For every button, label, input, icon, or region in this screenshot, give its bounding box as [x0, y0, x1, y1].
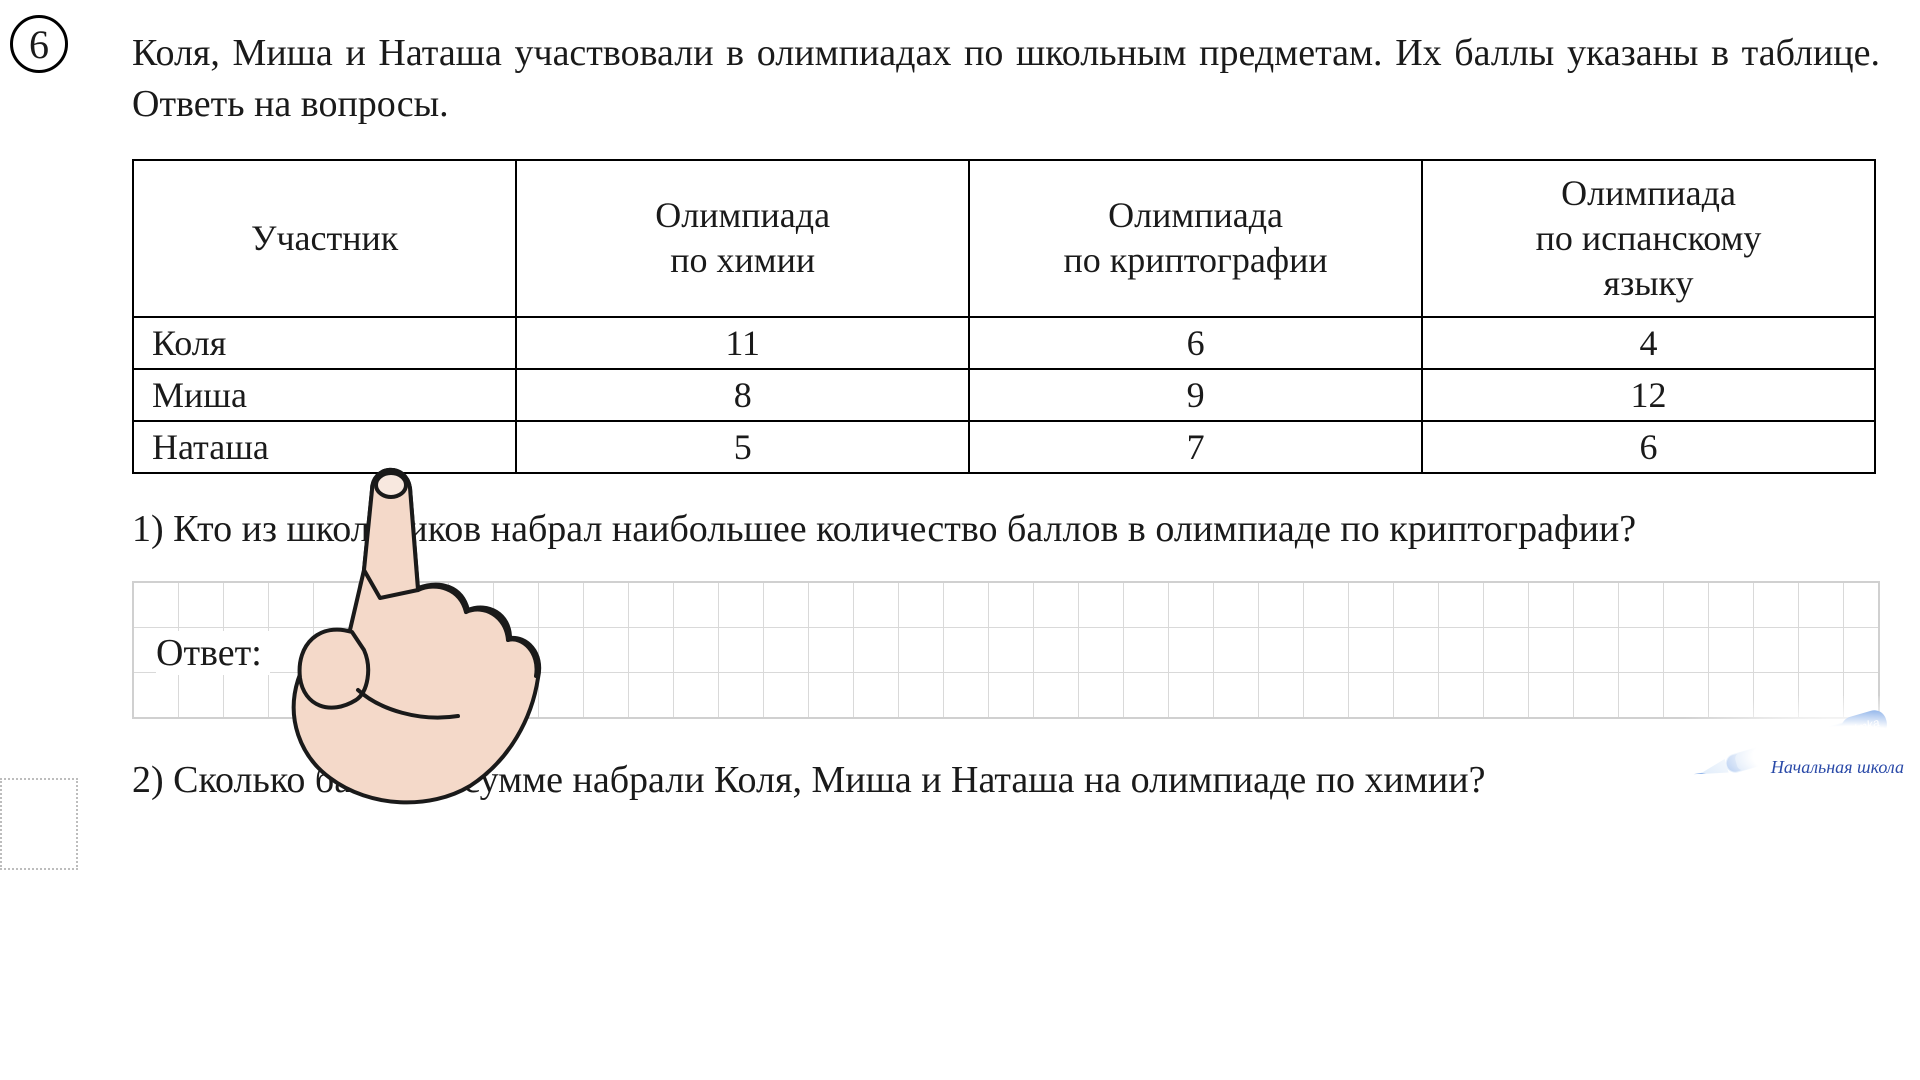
cell-name: Коля [133, 317, 516, 369]
cell-name: Миша [133, 369, 516, 421]
cell-value: 6 [1422, 421, 1875, 473]
problem-statement: Коля, Миша и Наташа участвовали в олимпи… [132, 28, 1880, 131]
watermark: Umka Начальная школа [1684, 706, 1914, 786]
table-header-row: Участник Олимпиадапо химии Олимпиадапо к… [133, 160, 1875, 317]
table-row: Наташа 5 7 6 [133, 421, 1875, 473]
cell-name: Наташа [133, 421, 516, 473]
table-row: Миша 8 9 12 [133, 369, 1875, 421]
col-header-chemistry: Олимпиадапо химии [516, 160, 969, 317]
cell-value: 8 [516, 369, 969, 421]
question-1: 1) Кто из школьников набрал наибольшее к… [132, 504, 1880, 555]
cell-value: 12 [1422, 369, 1875, 421]
watermark-text: Начальная школа [1771, 757, 1904, 778]
cell-value: 5 [516, 421, 969, 473]
col-header-participant: Участник [133, 160, 516, 317]
cell-value: 11 [516, 317, 969, 369]
answer-area: Ответ: [132, 581, 1880, 721]
col-header-crypto: Олимпиадапо криптографии [969, 160, 1422, 317]
cell-value: 6 [969, 317, 1422, 369]
answer-label: Ответ: [156, 631, 270, 675]
problem-number: 6 [29, 21, 49, 68]
cell-value: 4 [1422, 317, 1875, 369]
cell-value: 9 [969, 369, 1422, 421]
table-row: Коля 11 6 4 [133, 317, 1875, 369]
problem-line-1: Коля, Миша и Наташа участвовали в олимпи… [132, 32, 1383, 74]
question-2: 2) Сколько баллов в сумме набрали Коля, … [132, 755, 1880, 806]
watermark-fade [1654, 696, 1920, 796]
scores-table: Участник Олимпиадапо химии Олимпиадапо к… [132, 159, 1876, 474]
margin-dotted-box [0, 778, 78, 870]
answer-grid[interactable] [132, 581, 1880, 719]
col-header-spanish: Олимпиадапо испанскомуязыку [1422, 160, 1875, 317]
problem-number-badge: 6 [10, 15, 68, 73]
cell-value: 7 [969, 421, 1422, 473]
